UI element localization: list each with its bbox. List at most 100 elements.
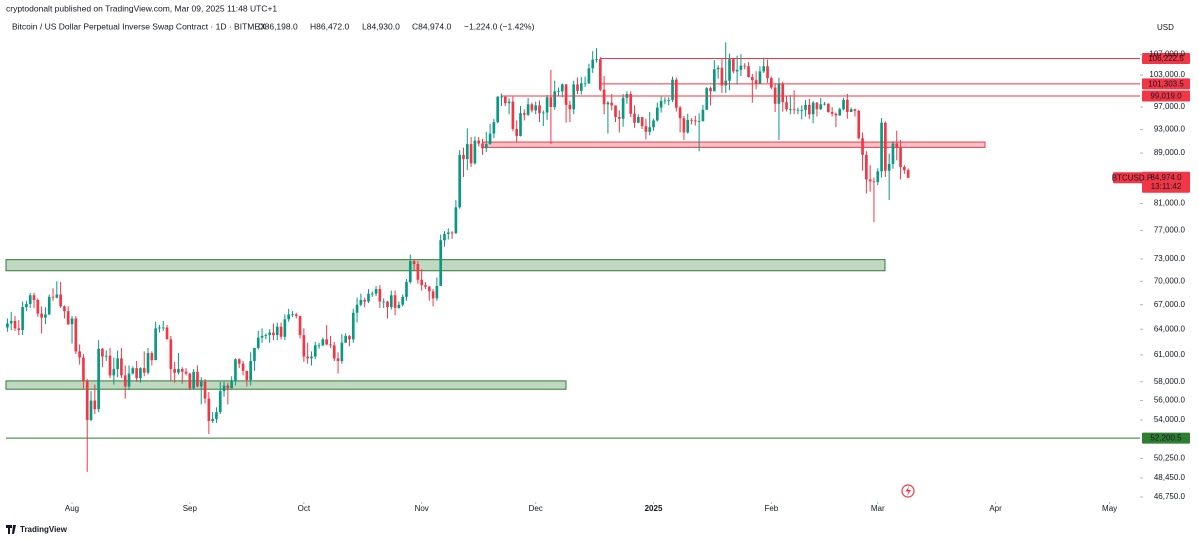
- candle-body: [766, 66, 769, 79]
- candle-body: [614, 105, 617, 118]
- candle-body: [154, 328, 157, 361]
- candle-body: [884, 122, 887, 171]
- candle-body: [173, 369, 176, 373]
- candle-body: [621, 97, 625, 119]
- candle-body: [667, 99, 671, 101]
- candle-body: [519, 113, 522, 136]
- candle-body: [367, 293, 370, 302]
- candle-body: [751, 77, 754, 81]
- candle-body: [9, 320, 13, 324]
- candle-body: [610, 102, 614, 106]
- price-level-tag: [1142, 432, 1190, 444]
- x-tick-label: Mar: [871, 504, 885, 513]
- candle-body: [484, 144, 488, 149]
- candle-body: [865, 154, 868, 180]
- candle-body: [131, 368, 135, 374]
- candle-body: [340, 342, 344, 362]
- candle-body: [161, 327, 165, 329]
- price-level-tag: [1142, 90, 1190, 102]
- candle-body: [720, 67, 724, 86]
- candle-body: [104, 355, 108, 357]
- candle-body: [853, 109, 857, 111]
- candle-body: [108, 355, 112, 376]
- candle-body: [507, 101, 511, 104]
- candle-body: [85, 380, 89, 420]
- candle-body: [743, 65, 747, 67]
- candle-body: [785, 102, 788, 110]
- candle-body: [135, 368, 138, 379]
- candle-body: [203, 381, 207, 399]
- candle-body: [663, 100, 667, 102]
- y-tick-label: 54,000.0: [1154, 415, 1186, 424]
- candle-body: [310, 356, 313, 359]
- y-tick-label: 107,000.0: [1149, 50, 1185, 59]
- ohlc-value: H86,472.0: [310, 21, 349, 31]
- candle-body: [728, 59, 731, 81]
- candle-body: [363, 299, 367, 302]
- candle-body: [640, 117, 644, 127]
- candle-body: [682, 118, 686, 133]
- candle-body: [861, 138, 864, 155]
- candle-body: [583, 83, 587, 85]
- candle-body: [401, 296, 405, 305]
- candle-body: [697, 121, 701, 122]
- candle-body: [846, 99, 849, 113]
- x-tick-label: Nov: [415, 504, 429, 513]
- candle-body: [207, 398, 211, 421]
- candle-body: [705, 88, 709, 110]
- price-level-label: 106,222.5: [1148, 54, 1184, 63]
- price-level-label: 99,019.0: [1150, 92, 1182, 101]
- candle-body: [158, 327, 161, 329]
- logo-mark: [6, 525, 16, 534]
- candle-body: [876, 171, 880, 183]
- x-tick-label: Sep: [183, 504, 198, 513]
- candle-body: [602, 89, 606, 105]
- y-tick-label: 58,000.0: [1154, 377, 1186, 386]
- candle-body: [827, 103, 830, 113]
- candles: [6, 42, 910, 472]
- candle-body: [450, 232, 454, 234]
- candle-body: [686, 119, 690, 133]
- candle-body: [21, 307, 24, 331]
- x-tick-label: Oct: [298, 504, 311, 513]
- candle-body: [302, 335, 306, 357]
- candle-body: [849, 109, 853, 113]
- candle-body: [253, 347, 256, 362]
- candle-body: [260, 335, 264, 338]
- candle-body: [834, 113, 838, 116]
- y-tick-label: 77,000.0: [1154, 226, 1186, 235]
- x-tick-label: 2025: [645, 504, 663, 513]
- candle-body: [796, 109, 800, 111]
- candle-body: [44, 314, 47, 318]
- candle-body: [112, 369, 116, 376]
- symbol-tag: [1113, 172, 1151, 184]
- candle-body: [500, 96, 503, 98]
- candle-body: [754, 80, 758, 84]
- y-tick-label: 61,000.0: [1154, 350, 1186, 359]
- candle-body: [177, 369, 180, 373]
- candle-body: [165, 327, 169, 340]
- candle-body: [477, 140, 481, 144]
- candle-body: [93, 400, 97, 410]
- y-tick-label: 89,000.0: [1154, 148, 1186, 157]
- x-tick-label: Feb: [764, 504, 778, 513]
- brand-logo: TradingView: [6, 525, 68, 534]
- candle-body: [169, 339, 173, 370]
- candle-body: [560, 84, 564, 92]
- zone: [5, 259, 886, 272]
- price-level-label: 52,200.5: [1150, 434, 1182, 443]
- candle-body: [606, 102, 610, 105]
- candle-body: [123, 375, 127, 387]
- candle-body: [101, 348, 104, 357]
- candle-body: [446, 232, 450, 234]
- candle-body: [332, 345, 336, 359]
- candle-body: [427, 286, 431, 292]
- candle-body: [530, 104, 534, 111]
- y-tick-label: 73,000.0: [1154, 254, 1186, 263]
- candle-body: [591, 59, 595, 69]
- candle-body: [709, 88, 712, 92]
- candle-body: [522, 113, 526, 115]
- candle-body: [458, 154, 462, 208]
